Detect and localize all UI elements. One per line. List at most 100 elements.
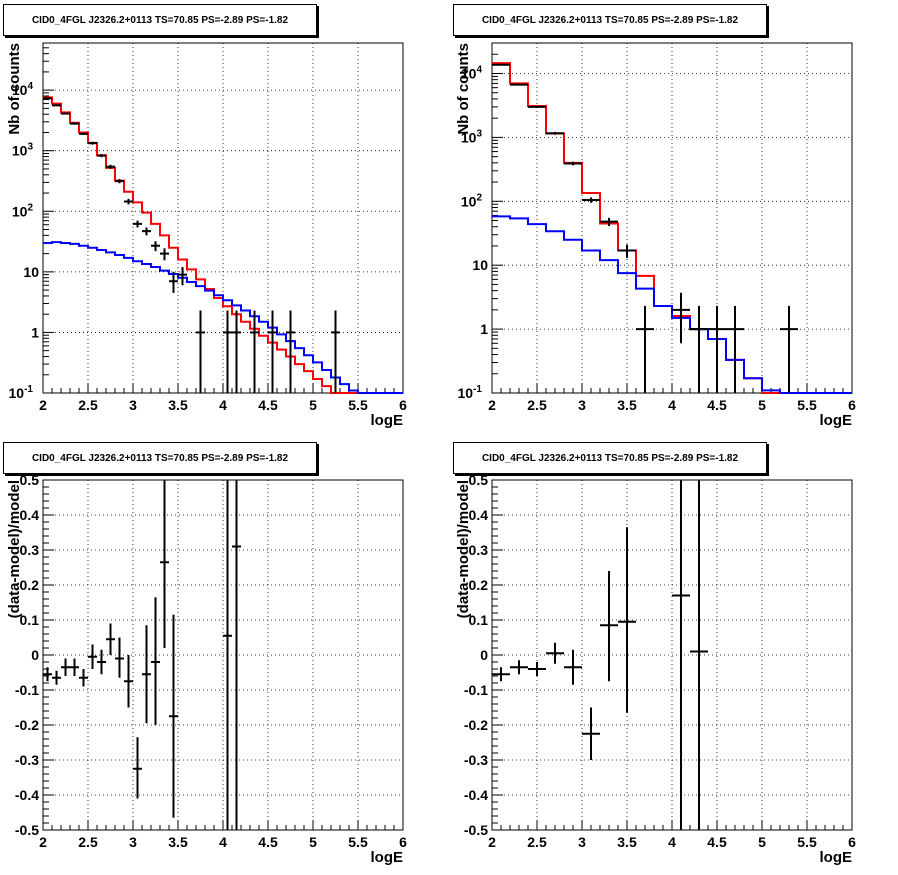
x-tick-label: 5 <box>758 397 766 413</box>
x-axis-label: logE <box>820 412 853 429</box>
plot-panel: 2 2.5 3 3.5 4 4.5 5 5.5 6 10-1 1 10 102 103 104 logE Nb … <box>455 42 856 429</box>
x-tick-label: 2.5 <box>527 834 547 850</box>
x-tick-label: 6 <box>848 397 856 413</box>
y-tick-label: 0 <box>480 647 488 663</box>
y-tick-label: 10 <box>472 257 488 273</box>
y-axis-label: (data-model)/model <box>6 480 23 618</box>
data-point <box>618 244 636 258</box>
data-point <box>70 658 79 676</box>
data-point <box>618 527 636 713</box>
panel-title: CID0_4FGL J2326.2+0113 TS=70.85 PS=-2.89… <box>3 4 317 36</box>
data-point <box>286 310 295 393</box>
x-tick-label: 2 <box>488 397 496 413</box>
y-tick-label: -0.3 <box>15 752 39 768</box>
data-point <box>510 83 528 86</box>
data-point <box>151 241 160 252</box>
y-tick-label: 10-1 <box>458 384 483 401</box>
data-point <box>97 154 106 158</box>
x-tick-label: 4 <box>668 397 676 413</box>
data-point <box>97 649 106 675</box>
data-point <box>142 227 151 236</box>
data-point <box>528 662 546 676</box>
data-point <box>331 310 340 393</box>
y-tick-label: 1 <box>31 324 39 340</box>
histogram-series-line <box>492 215 852 394</box>
data-point <box>268 310 277 393</box>
y-tick-label: -0.4 <box>15 787 39 803</box>
data-point <box>79 132 88 135</box>
data-point <box>124 198 133 205</box>
data-point <box>690 480 708 830</box>
histogram-series-line <box>43 96 403 394</box>
x-tick-label: 2 <box>488 834 496 850</box>
x-tick-label: 4 <box>219 397 227 413</box>
x-axis-label: logE <box>371 849 404 866</box>
y-tick-label: 103 <box>12 142 34 159</box>
data-point <box>232 480 241 830</box>
x-tick-label: 4.5 <box>707 834 727 850</box>
data-point <box>52 670 61 685</box>
y-axis-label: Nb of counts <box>455 43 472 135</box>
data-point <box>160 480 169 648</box>
y-tick-label: -0.1 <box>464 682 488 698</box>
y-tick-label: 0.1 <box>20 612 40 628</box>
y-tick-label: 0.3 <box>20 542 40 558</box>
x-tick-label: 5 <box>309 834 317 850</box>
y-tick-label: -0.3 <box>464 752 488 768</box>
data-point <box>169 614 178 818</box>
data-point <box>223 480 232 830</box>
x-tick-label: 5.5 <box>348 834 368 850</box>
data-point <box>510 660 528 675</box>
x-tick-label: 2.5 <box>527 397 547 413</box>
data-point <box>43 667 52 682</box>
data-point <box>142 625 151 724</box>
y-axis-label: Nb of counts <box>6 43 23 135</box>
x-tick-label: 6 <box>848 834 856 850</box>
y-tick-label: -0.2 <box>464 717 488 733</box>
x-tick-label: 5.5 <box>797 834 817 850</box>
x-tick-label: 4 <box>219 834 227 850</box>
y-tick-label: 103 <box>461 128 483 145</box>
x-tick-label: 5.5 <box>348 397 368 413</box>
x-tick-label: 3 <box>578 397 586 413</box>
data-point <box>106 623 115 655</box>
y-tick-label: 0.4 <box>469 507 489 523</box>
data-point <box>61 658 70 676</box>
data-point <box>178 267 187 286</box>
data-point <box>124 655 133 708</box>
data-point <box>690 305 708 393</box>
y-tick-label: -0.5 <box>15 822 39 838</box>
y-tick-label: 102 <box>12 202 34 219</box>
data-point <box>151 597 160 725</box>
y-tick-label: 10 <box>23 264 39 280</box>
data-point <box>708 305 726 393</box>
data-point <box>492 667 510 682</box>
data-point <box>582 197 600 203</box>
y-tick-label: 0.1 <box>469 612 489 628</box>
data-point <box>546 642 564 664</box>
data-point <box>196 310 205 393</box>
x-tick-label: 6 <box>399 834 407 850</box>
plot-panel: 2 2.5 3 3.5 4 4.5 5 5.5 6 10-1 1 10 102 103 104 logE Nb … <box>6 42 407 429</box>
x-tick-label: 4.5 <box>258 834 278 850</box>
data-point <box>546 131 564 135</box>
data-point <box>115 637 124 678</box>
x-tick-label: 3 <box>578 834 586 850</box>
data-point <box>232 310 241 393</box>
panel-title: CID0_4FGL J2326.2+0113 TS=70.85 PS=-2.89… <box>3 442 317 474</box>
data-point <box>70 122 79 125</box>
y-tick-label: 104 <box>12 81 34 98</box>
y-tick-label: 102 <box>461 192 483 209</box>
data-point <box>780 305 798 393</box>
data-point <box>726 305 744 393</box>
data-point <box>88 141 97 145</box>
data-point <box>582 707 600 760</box>
y-tick-label: 10-1 <box>9 384 34 401</box>
y-tick-label: 0.5 <box>469 472 489 488</box>
data-point <box>88 644 97 669</box>
panel-title: CID0_4FGL J2326.2+0113 TS=70.85 PS=-2.89… <box>453 442 767 474</box>
x-axis-label: logE <box>371 412 404 429</box>
data-point <box>52 104 61 107</box>
y-tick-label: -0.4 <box>464 787 488 803</box>
x-tick-label: 5 <box>309 397 317 413</box>
